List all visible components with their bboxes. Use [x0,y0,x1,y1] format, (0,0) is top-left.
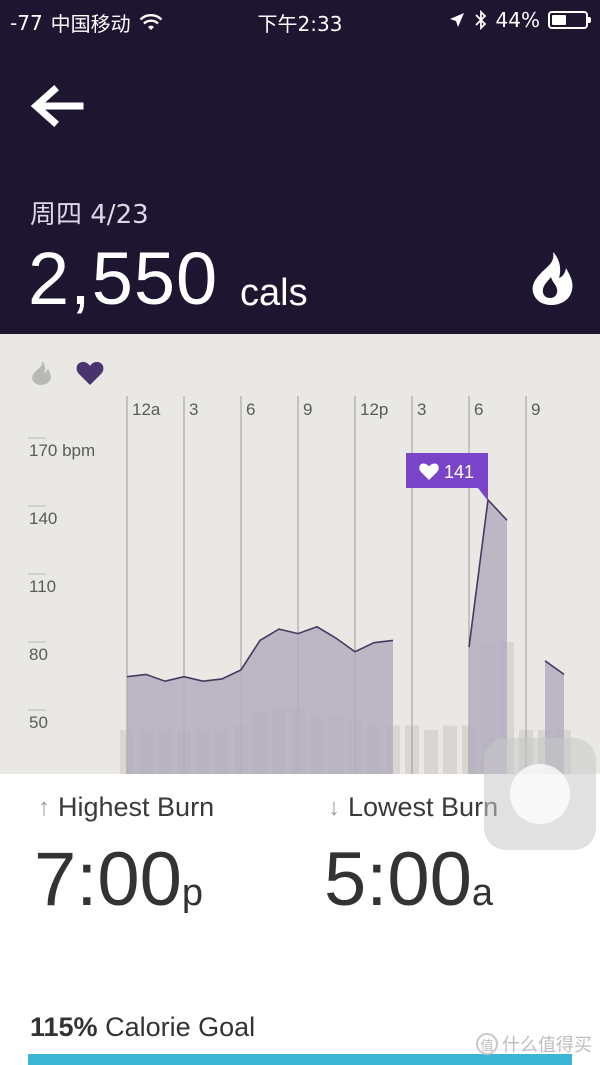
bluetooth-icon [474,10,486,30]
heart-rate-line [126,625,394,683]
date-label: 周四 4/23 [30,200,149,230]
heart-tab-icon[interactable] [76,360,104,386]
y-tick-label: 170 bpm [29,441,95,460]
assistive-touch-inner [510,764,570,824]
goal-percent: 115% [30,1012,98,1042]
x-tick-label: 12p [360,400,388,419]
location-arrow-icon [449,13,464,27]
callout-label: 141 [444,462,474,482]
x-tick-label: 3 [417,400,426,419]
goal-progress-bar [28,1054,572,1065]
chart-svg: 12a 3 6 9 12p 3 6 9 170 bpm 140 110 80 50 141 [28,396,571,774]
calorie-bar [424,730,438,774]
heart-rate-area [127,626,393,774]
y-tick-label: 110 [29,577,56,596]
x-tick-label: 9 [531,400,540,419]
wifi-icon [139,13,163,30]
assistive-touch-button[interactable] [484,738,596,850]
stats-panel: ↑ Highest Burn 7:00p ↓ Lowest Burn 5:00a… [0,774,600,1065]
heart-rate-area [469,499,507,774]
y-tick-label: 80 [29,645,48,664]
flame-tab-icon[interactable] [30,360,52,386]
highest-burn-suffix: p [181,872,204,914]
highest-burn-text: Highest Burn [58,792,215,822]
calories-unit: cals [240,272,308,314]
highest-burn-label: ↑ Highest Burn [38,792,214,823]
x-tick-label: 9 [303,400,312,419]
lowest-burn-label: ↓ Lowest Burn [328,792,498,823]
lowest-burn-suffix: a [471,872,494,914]
watermark: 值 什么值得买 [476,1031,592,1057]
battery-fill [552,15,567,25]
signal-strength: -77 [10,10,43,35]
highest-burn-time: 7:00p [34,836,203,923]
heart-rate-chart: 12a 3 6 9 12p 3 6 9 170 bpm 140 110 80 50 141 [0,334,600,774]
arrow-down-icon: ↓ [328,793,340,821]
battery-percent: 44% [495,8,540,32]
x-tick-label: 6 [474,400,483,419]
x-tick-label: 12a [132,400,161,419]
header: 周四 4/23 2,550 cals [0,40,600,334]
status-right: 44% [448,8,591,32]
battery-icon [548,11,591,29]
calorie-bar [443,725,457,774]
back-arrow-icon[interactable] [28,84,84,128]
heart-rate-line [544,660,565,676]
status-bar: -77 中国移动 下午2:33 44% [0,0,600,40]
calorie-goal: 115% Calorie Goal [30,1012,255,1043]
x-tick-label: 6 [246,400,255,419]
lowest-burn-time: 5:00a [324,836,493,923]
watermark-icon: 值 [476,1033,498,1055]
lowest-burn-value: 5:00 [324,837,472,922]
highest-burn-value: 7:00 [34,837,182,922]
peak-callout: 141 [406,453,488,501]
watermark-text: 什么值得买 [502,1035,592,1055]
goal-label: Calorie Goal [105,1012,256,1042]
status-left: -77 中国移动 [10,8,163,37]
carrier-name: 中国移动 [50,12,131,36]
arrow-up-icon: ↑ [38,793,50,821]
x-tick-label: 3 [189,400,198,419]
y-tick-label: 50 [29,713,48,732]
calories-total: 2,550 [28,237,219,320]
callout-heart-icon [419,463,439,480]
y-tick-label: 140 [29,509,57,528]
lowest-burn-text: Lowest Burn [348,792,499,822]
flame-icon [532,252,573,305]
